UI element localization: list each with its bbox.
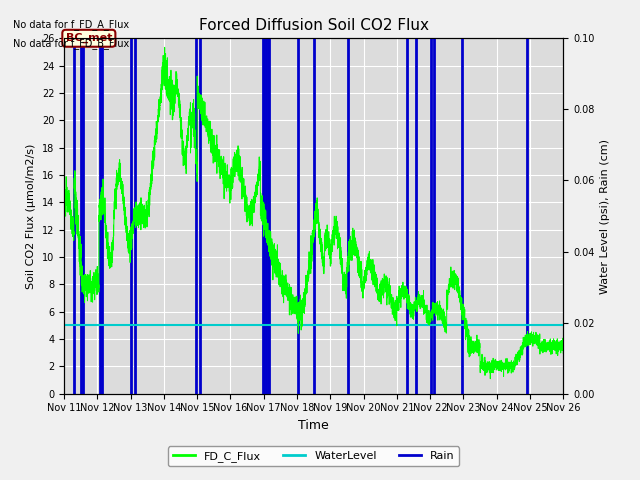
Text: BC_met: BC_met bbox=[66, 33, 112, 43]
Y-axis label: Water Level (psi), Rain (cm): Water Level (psi), Rain (cm) bbox=[600, 139, 610, 293]
Legend: FD_C_Flux, WaterLevel, Rain: FD_C_Flux, WaterLevel, Rain bbox=[168, 446, 459, 466]
Title: Forced Diffusion Soil CO2 Flux: Forced Diffusion Soil CO2 Flux bbox=[198, 18, 429, 33]
Text: No data for f_FD_B_Flux: No data for f_FD_B_Flux bbox=[13, 38, 129, 49]
Text: No data for f_FD_A_Flux: No data for f_FD_A_Flux bbox=[13, 19, 129, 30]
X-axis label: Time: Time bbox=[298, 419, 329, 432]
Y-axis label: Soil CO2 Flux (μmol/m2/s): Soil CO2 Flux (μmol/m2/s) bbox=[26, 144, 36, 288]
